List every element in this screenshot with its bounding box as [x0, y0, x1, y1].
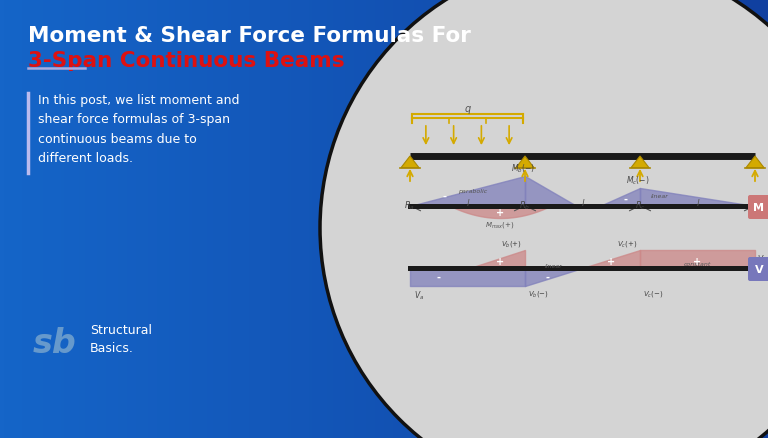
FancyBboxPatch shape: [748, 258, 768, 281]
Text: $V_c(-)$: $V_c(-)$: [643, 288, 664, 298]
Text: -: -: [437, 272, 441, 283]
Text: l: l: [466, 198, 468, 208]
Circle shape: [320, 0, 768, 438]
Text: Moment & Shear Force Formulas For: Moment & Shear Force Formulas For: [28, 26, 471, 46]
Polygon shape: [401, 157, 419, 168]
Text: -: -: [623, 194, 627, 205]
Text: $R_a$: $R_a$: [405, 198, 415, 211]
Text: $M_{max}(+)$: $M_{max}(+)$: [485, 219, 515, 230]
Text: $M_b(-)$: $M_b(-)$: [511, 162, 535, 175]
Text: q: q: [465, 104, 471, 114]
Text: sb: sb: [33, 327, 77, 360]
Polygon shape: [746, 157, 764, 168]
FancyBboxPatch shape: [748, 195, 768, 219]
Text: l: l: [697, 198, 699, 208]
Text: V: V: [755, 265, 763, 274]
Text: $R_b$: $R_b$: [519, 198, 531, 211]
Text: linear: linear: [545, 263, 563, 268]
Text: $R_d$: $R_d$: [750, 198, 761, 211]
Text: $V_b(+)$: $V_b(+)$: [502, 238, 522, 248]
Text: $V_c(+)$: $V_c(+)$: [617, 238, 637, 248]
Text: $R_c$: $R_c$: [634, 198, 645, 211]
Text: constant: constant: [684, 262, 711, 267]
Polygon shape: [631, 157, 649, 168]
Text: parabolic: parabolic: [458, 189, 487, 194]
Text: linear: linear: [651, 193, 669, 198]
Text: -: -: [546, 272, 550, 283]
Text: In this post, we list moment and
shear force formulas of 3-span
continuous beams: In this post, we list moment and shear f…: [38, 94, 240, 165]
Text: l: l: [581, 198, 584, 208]
Polygon shape: [516, 157, 534, 168]
Text: +: +: [495, 256, 504, 266]
Text: $V_d$: $V_d$: [757, 253, 768, 265]
Text: +: +: [607, 256, 615, 266]
Text: $V_b(-)$: $V_b(-)$: [528, 288, 549, 298]
Text: +: +: [496, 208, 505, 218]
Text: Structural
Basics.: Structural Basics.: [90, 323, 152, 354]
Text: +: +: [694, 256, 701, 266]
Text: $M_c(-)$: $M_c(-)$: [626, 174, 650, 187]
Text: -: -: [442, 191, 446, 201]
Text: M: M: [753, 202, 764, 212]
Text: $V_a$: $V_a$: [414, 288, 424, 301]
Text: 3-Span Continuous Beams: 3-Span Continuous Beams: [28, 51, 345, 71]
